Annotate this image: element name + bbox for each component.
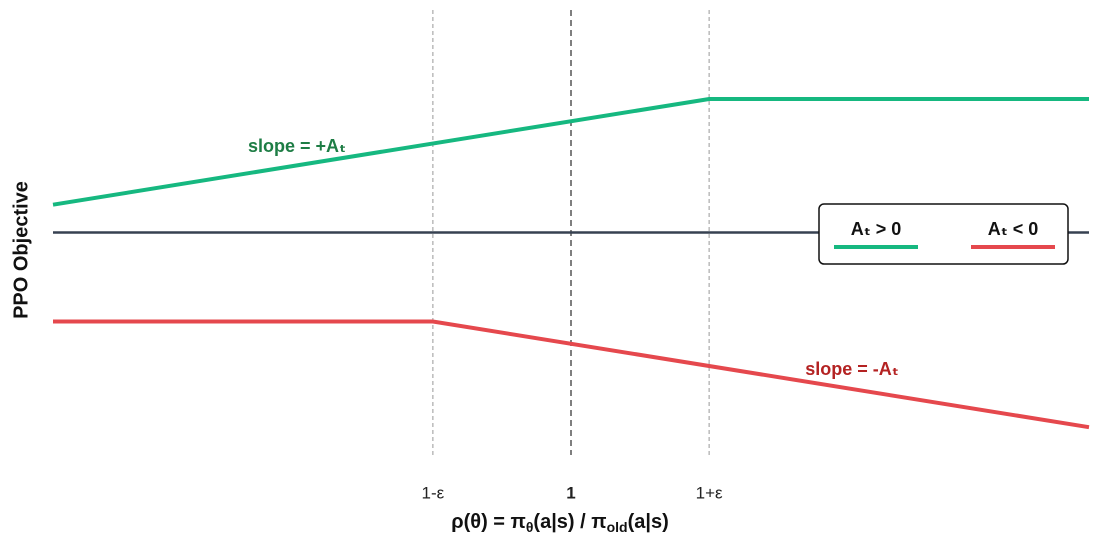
x-tick-label: 1 [566,483,575,502]
series-line [53,319,1090,430]
x-tick-label: 1+ε [696,483,723,502]
x-axis-label: ρ(θ) = πθ(a|s) / πold(a|s) [451,511,669,534]
y-axis-label: PPO Objective [10,181,32,319]
legend-label: Aₜ > 0 [851,219,902,239]
x-tick-label: 1-ε [422,483,445,502]
x-axis-label-part: ρ(θ) = π [451,511,526,533]
x-axis-label-part: θ [526,519,534,535]
series-line [52,97,1089,207]
legend-label: Aₜ < 0 [988,219,1039,239]
x-axis-label-part: old [607,519,628,535]
x-axis-label-part: (a|s) [628,511,669,533]
x-axis-label-part: (a|s) / π [533,511,606,533]
annotation: slope = -Aₜ [805,359,899,379]
annotation: slope = +Aₜ [248,136,346,156]
